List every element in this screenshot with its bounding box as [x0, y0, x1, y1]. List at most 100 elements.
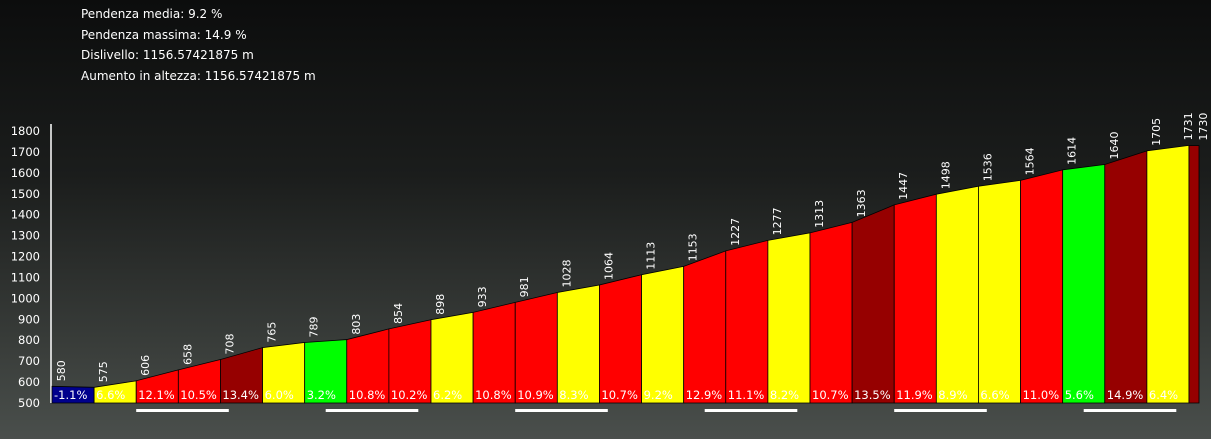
elevation-label: 1536	[981, 153, 994, 181]
elevation-label: 933	[476, 286, 489, 307]
gradient-label: 14.9%	[1107, 388, 1144, 402]
profile-segment	[1062, 164, 1106, 404]
elevation-label: 1730	[1197, 113, 1210, 141]
y-tick-label: 1700	[11, 145, 40, 159]
profile-segment	[1020, 169, 1064, 404]
profile-segment	[851, 204, 895, 404]
gradient-label: 12.9%	[686, 388, 723, 402]
y-tick-label: 1200	[11, 250, 40, 264]
elevation-label: 1498	[939, 161, 952, 189]
distance-scale	[136, 409, 1177, 412]
gradient-label: 10.2%	[391, 388, 428, 402]
gradient-label: 11.9%	[896, 388, 933, 402]
y-tick-label: 600	[18, 375, 40, 389]
y-tick-label: 700	[18, 354, 40, 368]
y-tick-label: 500	[18, 396, 40, 410]
profile-segment	[599, 274, 642, 404]
elevation-label: 765	[266, 322, 279, 343]
gradient-label: 6.0%	[265, 388, 294, 402]
profile-segment	[978, 179, 1021, 404]
profile-segment	[1188, 145, 1200, 404]
gradient-label: 10.8%	[349, 388, 386, 402]
gradient-label: 6.6%	[980, 388, 1009, 402]
gradient-label: 10.7%	[601, 388, 638, 402]
profile-segment	[1146, 144, 1190, 404]
elevation-label: 1731	[1182, 112, 1195, 140]
gradient-label: 10.8%	[475, 388, 512, 402]
distance-scale-bar	[515, 409, 608, 412]
stat-average-gradient: Pendenza media: 9.2 %	[81, 7, 223, 21]
gradient-label: -1.1%	[54, 388, 87, 402]
elevation-label: 1277	[771, 207, 784, 235]
profile-segment	[514, 291, 558, 404]
y-tick-label: 1000	[11, 291, 40, 305]
elevation-label: 1313	[813, 200, 826, 228]
elevation-label: 854	[392, 303, 405, 324]
gradient-label: 6.6%	[96, 388, 125, 402]
profile-segment	[1104, 150, 1148, 404]
gradient-label: 5.6%	[1065, 388, 1094, 402]
gradient-label: 9.2%	[644, 388, 673, 402]
distance-scale-bar	[704, 409, 798, 412]
profile-segment	[809, 221, 853, 404]
gradient-label: 3.2%	[307, 388, 336, 402]
profile-segments	[51, 144, 1200, 404]
profile-segment	[893, 193, 937, 404]
profile-segment	[683, 250, 727, 404]
elevation-label: 1705	[1150, 118, 1163, 146]
elevation-label: 1640	[1108, 132, 1121, 160]
y-tick-label: 1600	[11, 166, 40, 180]
y-tick-label: 1300	[11, 229, 40, 243]
elevation-label: 898	[434, 294, 447, 315]
elevation-label: 1227	[729, 218, 742, 246]
elevation-label: 1113	[645, 242, 658, 270]
gradient-label: 12.1%	[138, 388, 175, 402]
elevation-labels: 580 575 606 658 708 765 789 803 854 898 933 981 1028…	[55, 112, 1210, 382]
elevation-label: 1447	[897, 172, 910, 200]
gradient-label: 6.4%	[1149, 388, 1178, 402]
elevation-label: 575	[97, 361, 110, 382]
gradient-label: 8.9%	[938, 388, 967, 402]
profile-segment	[767, 232, 811, 404]
gradient-label: 6.2%	[433, 388, 462, 402]
distance-scale-bar	[136, 409, 229, 412]
gradient-label: 10.7%	[812, 388, 849, 402]
profile-segment	[556, 284, 600, 404]
elevation-label: 981	[518, 276, 531, 297]
gradient-label: 11.1%	[728, 388, 765, 402]
y-tick-label: 900	[18, 312, 40, 326]
profile-segment	[725, 239, 769, 404]
y-tick-label: 800	[18, 333, 40, 347]
gradient-label: 10.5%	[180, 388, 217, 402]
gradient-label: 13.5%	[854, 388, 891, 402]
stats-panel: Pendenza media: 9.2 % Pendenza massima: …	[81, 4, 316, 86]
y-axis: 500 600 700 800 900 1000 1100 1200 1300 1400 1500 1…	[11, 124, 52, 410]
y-tick-label: 1400	[11, 208, 40, 222]
elevation-label: 708	[223, 334, 236, 355]
stat-max-gradient: Pendenza massima: 14.9 %	[81, 27, 247, 42]
gradient-label: 10.9%	[517, 388, 554, 402]
stat-elevation-gain: Aumento in altezza: 1156.57421875 m	[81, 68, 316, 83]
gradient-label: 8.3%	[559, 388, 588, 402]
gradient-labels: -1.1% 6.6% 12.1% 10.5% 13.4% 6.0% 3.2% 10.8% 10.…	[54, 388, 1178, 402]
elevation-label: 1153	[687, 233, 700, 261]
stat-elevation-difference: Dislivello: 1156.57421875 m	[81, 48, 254, 62]
elevation-label: 658	[181, 344, 194, 365]
elevation-label: 580	[55, 360, 68, 381]
y-tick-label: 1800	[11, 124, 40, 138]
distance-scale-bar	[1083, 409, 1177, 412]
gradient-label: 13.4%	[222, 388, 259, 402]
distance-scale-bar	[894, 409, 987, 412]
elevation-label: 1564	[1024, 147, 1037, 175]
y-tick-label: 1100	[11, 271, 40, 285]
y-tick-label: 1500	[11, 187, 40, 201]
gradient-label: 11.0%	[1023, 388, 1060, 402]
profile-segment	[641, 265, 685, 404]
gradient-label: 8.2%	[770, 388, 799, 402]
elevation-label: 1363	[855, 189, 868, 217]
elevation-label: 789	[308, 317, 321, 338]
elevation-label: 803	[350, 314, 363, 335]
elevation-label: 1064	[602, 252, 615, 280]
elevation-label: 1028	[560, 260, 573, 288]
